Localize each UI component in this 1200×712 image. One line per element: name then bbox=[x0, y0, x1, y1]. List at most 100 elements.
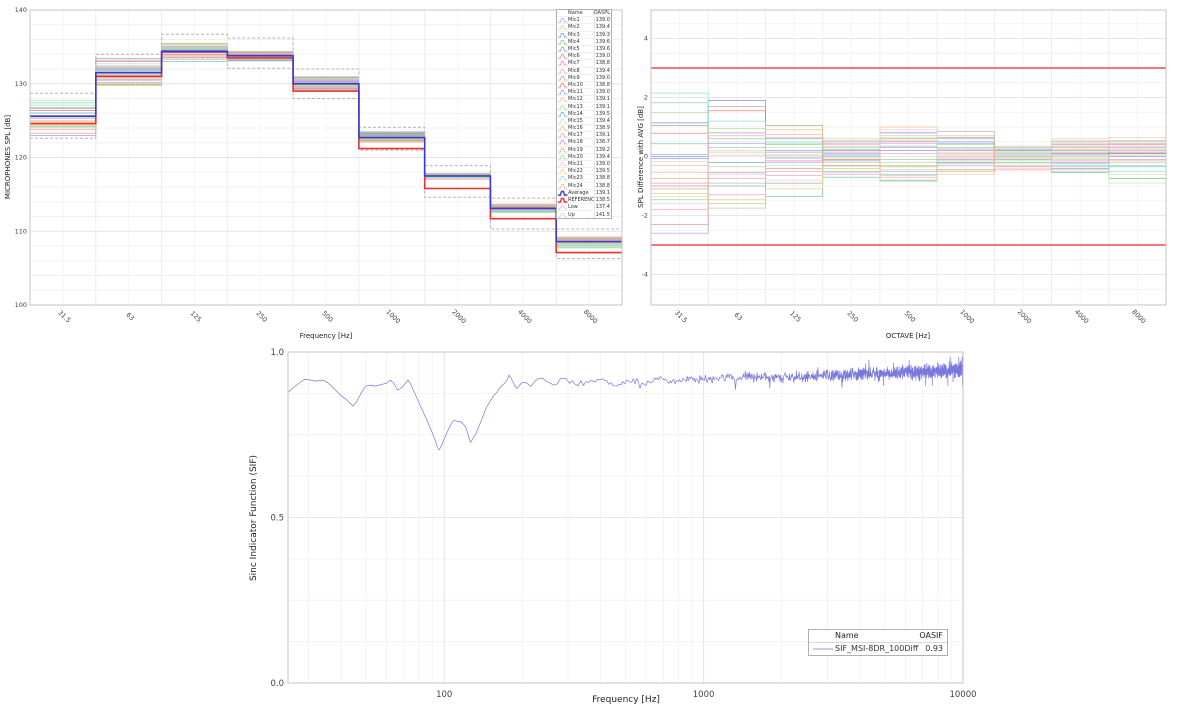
legend-item-mic17[interactable]: Mic17 139.1 bbox=[557, 132, 611, 140]
mic-spl-y-tick: 130 bbox=[15, 80, 27, 88]
legend-line-sample bbox=[557, 139, 568, 145]
legend-item-oaspl: 138.8 bbox=[594, 60, 610, 67]
legend-item-name: Mic8 bbox=[568, 67, 580, 74]
mic-diff-line bbox=[651, 100, 1166, 169]
legend-item-mic12[interactable]: Mic12 139.1 bbox=[557, 96, 611, 104]
legend-item-mic1[interactable]: Mic1 139.0 bbox=[557, 17, 611, 25]
legend-line-sample bbox=[557, 204, 568, 210]
mic-spl-grid bbox=[29, 10, 623, 305]
legend-item-name: Mic11 bbox=[568, 89, 583, 96]
legend-item-oaspl: 139.1 bbox=[594, 132, 610, 139]
legend-item-reference[interactable]: REFERENCE138.5 bbox=[557, 196, 611, 205]
legend-line-sample bbox=[557, 161, 568, 167]
mic-diff-line bbox=[651, 141, 1166, 174]
legend-item-mic11[interactable]: Mic11 139.0 bbox=[557, 89, 611, 97]
legend-item-mic9[interactable]: Mic9 139.0 bbox=[557, 74, 611, 82]
legend-line-sample bbox=[557, 197, 568, 203]
legend-item-mic5[interactable]: Mic5 139.6 bbox=[557, 46, 611, 54]
legend-item-name: Mic19 bbox=[568, 146, 583, 153]
mic-diff-line bbox=[651, 92, 1166, 172]
legend-item-name: Low bbox=[568, 204, 578, 211]
mic-diff-line bbox=[651, 129, 1166, 205]
legend-item-mic13[interactable]: Mic13 139.1 bbox=[557, 103, 611, 111]
legend-item-mic16[interactable]: Mic16 138.9 bbox=[557, 125, 611, 133]
sif-x-tick: 1000 bbox=[693, 690, 715, 700]
legend-item-low[interactable]: Low 137.4 bbox=[557, 204, 611, 212]
legend-item-mic19[interactable]: Mic19 139.2 bbox=[557, 146, 611, 154]
legend-item-mic20[interactable]: Mic20 139.4 bbox=[557, 153, 611, 161]
mic-spl-legend[interactable]: Name OASPL Mic1 139.0 Mic2 139.4 Mic3 139.3 Mi… bbox=[556, 9, 612, 219]
mic-series-line bbox=[30, 54, 622, 243]
legend-header-oaspl: OASPL bbox=[592, 10, 610, 17]
sif-series-oasif: 0.93 bbox=[925, 644, 943, 654]
legend-item-name: Mic20 bbox=[568, 153, 583, 160]
mic-spl-legend-header: Name OASPL bbox=[557, 10, 611, 18]
legend-item-mic22[interactable]: Mic22 139.5 bbox=[557, 168, 611, 176]
legend-item-average[interactable]: Average 139.1 bbox=[557, 189, 611, 197]
plot-frame bbox=[287, 351, 964, 684]
legend-item-name: Mic13 bbox=[568, 103, 583, 110]
legend-item-name: Mic18 bbox=[568, 139, 583, 146]
spl-diff-y-tick: 4 bbox=[644, 35, 648, 43]
sif-x-tick: 100 bbox=[436, 690, 452, 700]
sif-y-tick: 0.5 bbox=[270, 514, 284, 524]
legend-line-sample bbox=[557, 39, 568, 45]
legend-item-mic21[interactable]: Mic21 139.0 bbox=[557, 161, 611, 169]
sif-legend-item[interactable]: SIF_MSI-8DR_100Diff 0.93 bbox=[809, 643, 947, 656]
legend-item-oaspl: 139.4 bbox=[594, 117, 610, 124]
legend-item-mic10[interactable]: Mic10 138.8 bbox=[557, 81, 611, 90]
mic-spl-y-tick: 110 bbox=[15, 227, 27, 235]
legend-item-name: Mic21 bbox=[568, 161, 583, 168]
legend-item-oaspl: 141.5 bbox=[594, 211, 610, 218]
legend-item-mic18[interactable]: Mic18 138.7 bbox=[557, 139, 611, 147]
legend-item-mic23[interactable]: Mic23 138.8 bbox=[557, 175, 611, 183]
legend-item-oaspl: 138.5 bbox=[594, 196, 610, 203]
mic-diff-line bbox=[651, 136, 1166, 210]
mic-diff-line bbox=[651, 142, 1166, 200]
mic-diff-line bbox=[651, 153, 1166, 200]
legend-item-mic6[interactable]: Mic6 139.0 bbox=[557, 53, 611, 61]
mic-series-line bbox=[30, 52, 622, 242]
mic-series-line bbox=[30, 47, 622, 246]
mic-series-line bbox=[30, 56, 622, 247]
legend-item-mic24[interactable]: Mic24 138.8 bbox=[557, 182, 611, 190]
spl-diff-x-axis-title: OCTAVE [Hz] bbox=[885, 332, 931, 340]
legend-item-oaspl: 139.3 bbox=[594, 31, 610, 38]
legend-item-oaspl: 138.7 bbox=[594, 139, 610, 146]
sif-legend[interactable]: Name OASIF SIF_MSI-8DR_100Diff 0.93 bbox=[808, 629, 948, 656]
legend-item-oaspl: 138.8 bbox=[594, 182, 610, 189]
legend-item-name: Mic3 bbox=[568, 31, 580, 38]
legend-item-mic4[interactable]: Mic4 139.6 bbox=[557, 38, 611, 46]
mic-series-line bbox=[30, 44, 622, 239]
legend-line-sample bbox=[557, 125, 568, 131]
legend-item-name: Mic12 bbox=[568, 96, 583, 103]
legend-line-sample bbox=[557, 111, 568, 117]
legend-item-mic7[interactable]: Mic7 138.8 bbox=[557, 60, 611, 68]
legend-item-mic8[interactable]: Mic8 139.4 bbox=[557, 67, 611, 75]
legend-line-sample bbox=[557, 17, 568, 23]
legend-line-sample bbox=[557, 183, 568, 189]
legend-item-mic14[interactable]: Mic14 139.5 bbox=[557, 110, 611, 118]
legend-line-sample bbox=[557, 32, 568, 38]
legend-item-mic15[interactable]: Mic15 139.4 bbox=[557, 117, 611, 125]
legend-item-oaspl: 139.1 bbox=[594, 96, 610, 103]
legend-item-name: Mic24 bbox=[568, 182, 583, 189]
plot-frame bbox=[650, 9, 1167, 306]
mic-diff-line bbox=[651, 142, 1166, 196]
legend-item-name: Mic22 bbox=[568, 168, 583, 175]
sif-y-tick: 0.0 bbox=[270, 679, 284, 689]
legend-item-oaspl: 139.0 bbox=[594, 89, 610, 96]
legend-item-mic3[interactable]: Mic3 139.3 bbox=[557, 31, 611, 39]
mic-spl-x-tick: 63 bbox=[124, 311, 136, 323]
sif-y-tick: 1.0 bbox=[270, 348, 284, 358]
legend-line-sample bbox=[557, 190, 568, 196]
legend-item-up[interactable]: Up 141.5 bbox=[557, 211, 611, 218]
legend-item-name: Mic6 bbox=[568, 53, 580, 60]
legend-item-oaspl: 139.0 bbox=[594, 17, 610, 24]
legend-line-sample bbox=[557, 154, 568, 160]
legend-item-oaspl: 139.6 bbox=[594, 38, 610, 45]
legend-item-mic2[interactable]: Mic2 139.4 bbox=[557, 24, 611, 32]
